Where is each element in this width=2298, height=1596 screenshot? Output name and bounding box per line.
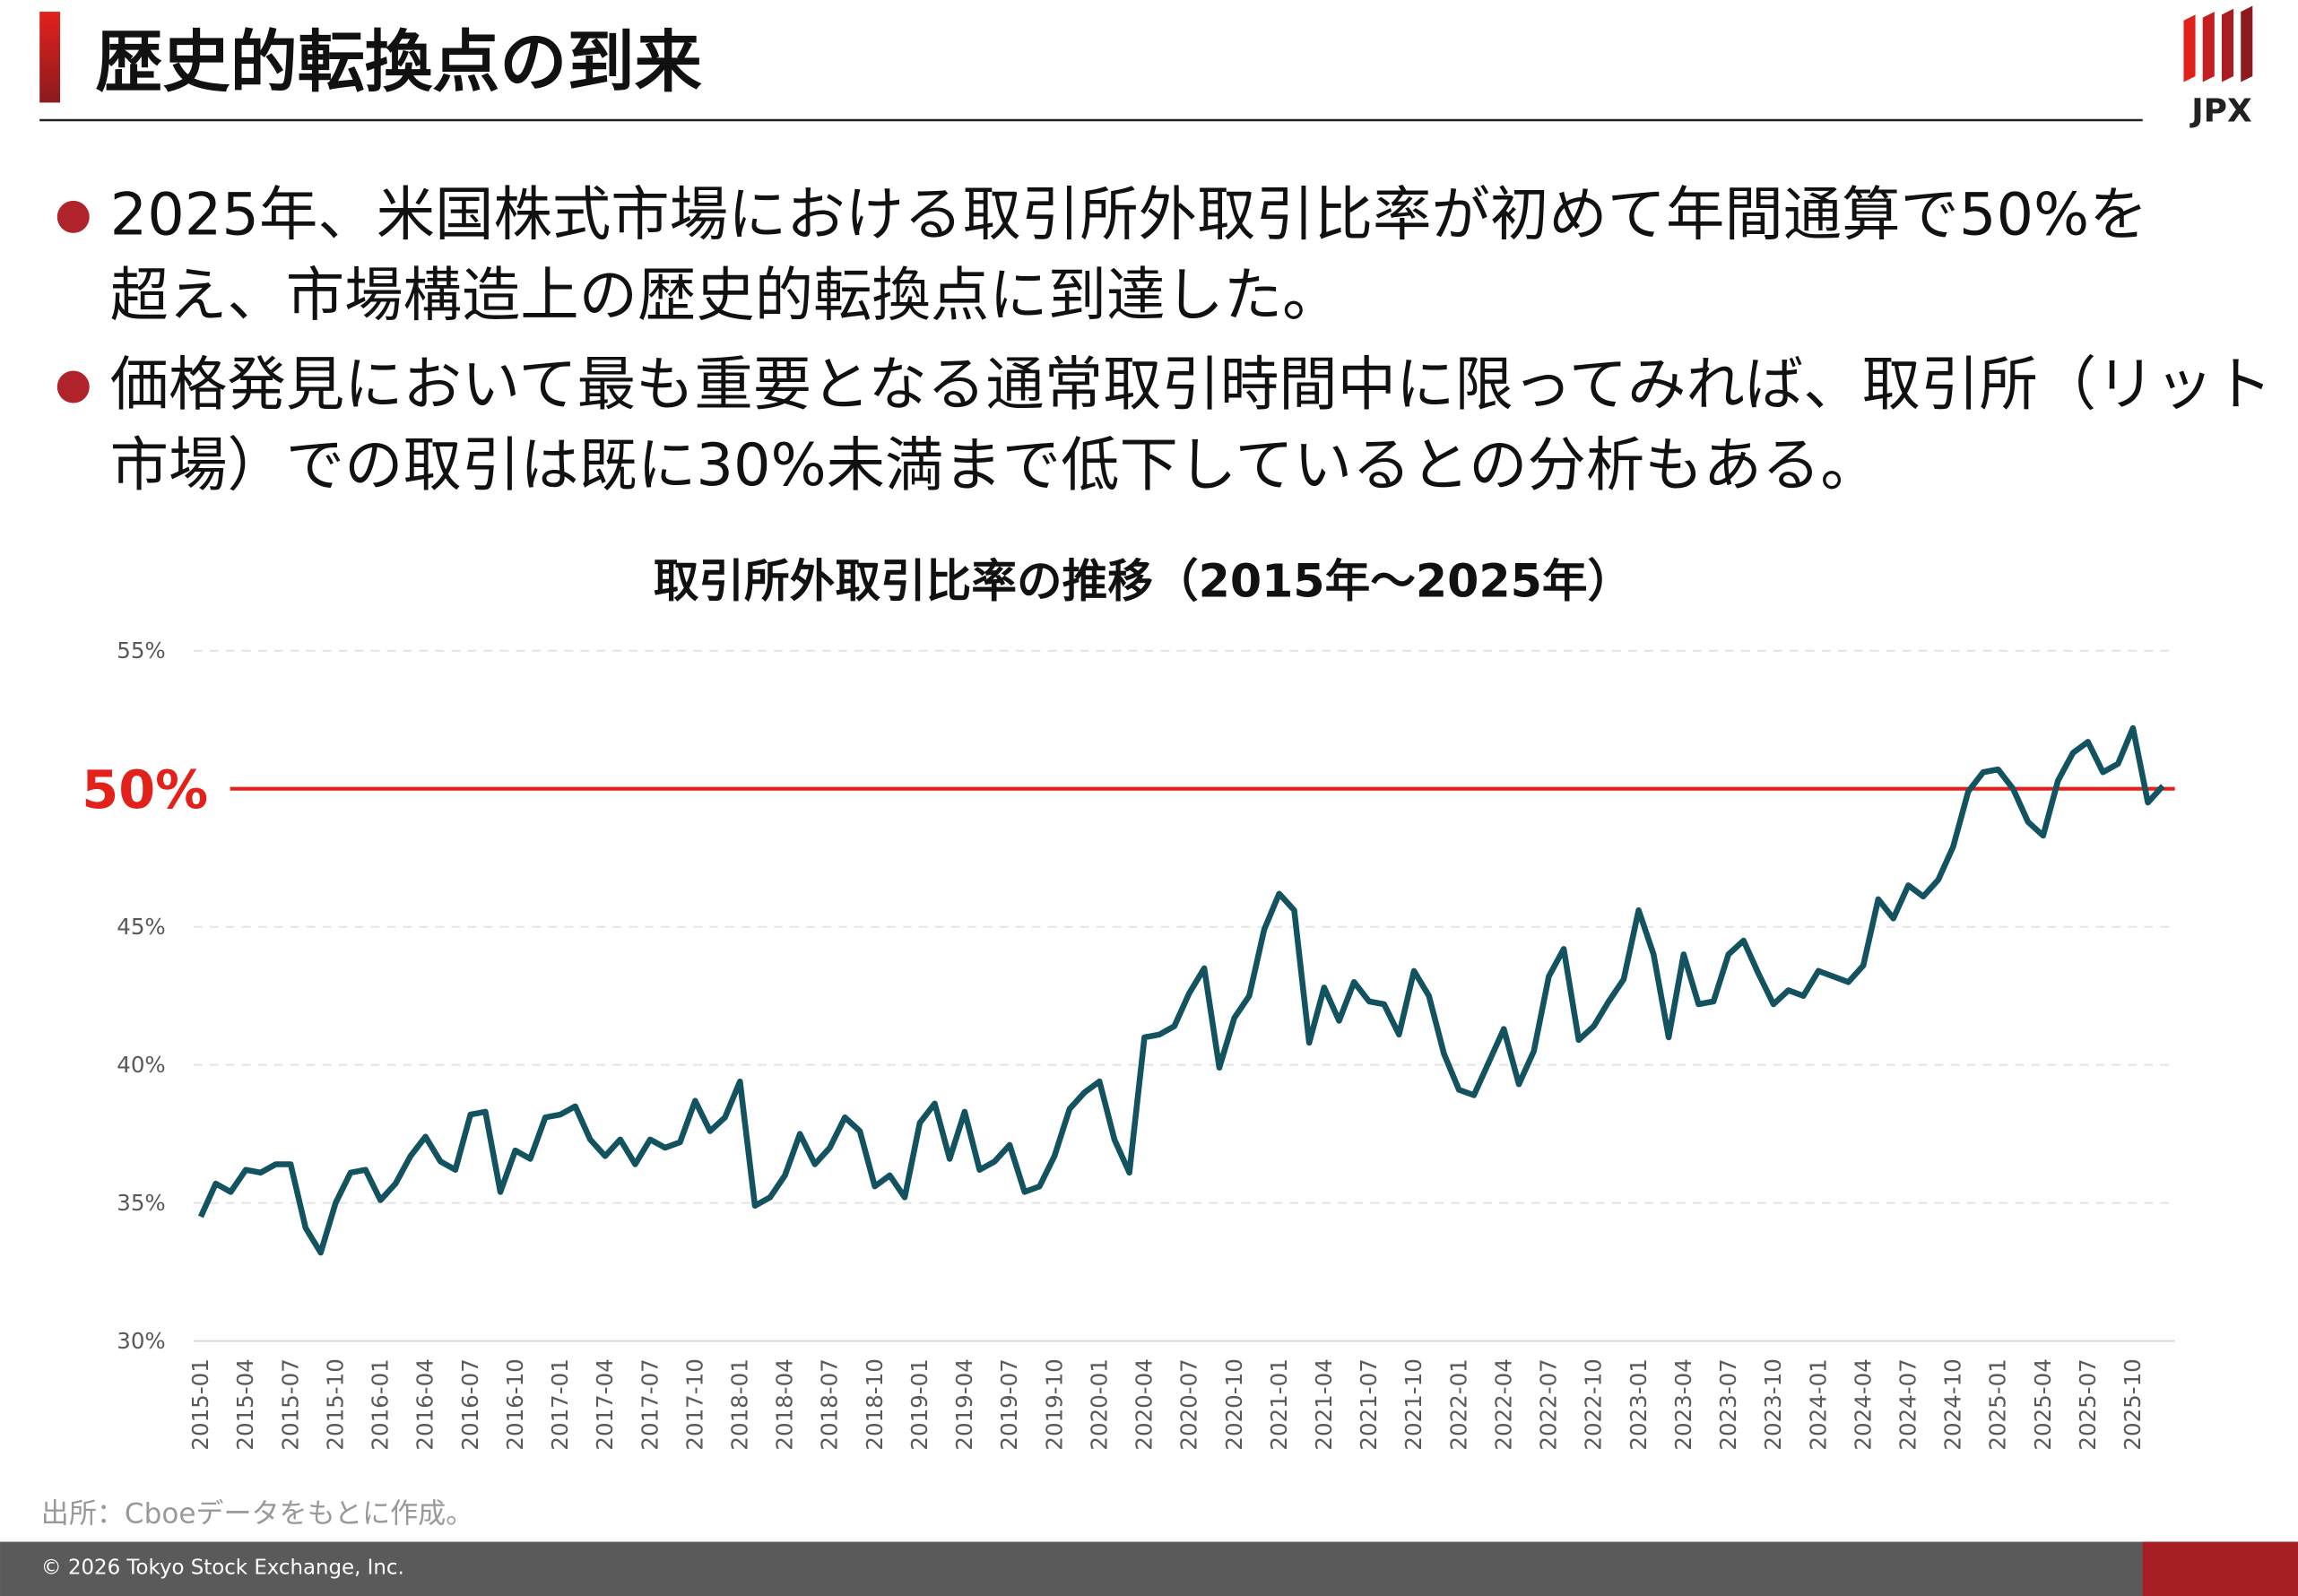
x-tick-label: 2017-10 — [681, 1358, 707, 1450]
bullet-text: 価格発見において最も重要となる通常取引時間中に限ってみれば、取引所（リット — [110, 351, 2273, 419]
x-tick-label: 2016-04 — [412, 1358, 438, 1450]
slide-title: 歴史的転換点の到来 — [95, 22, 702, 101]
x-tick-label: 2023-01 — [1626, 1358, 1652, 1450]
x-tick-label: 2022-01 — [1445, 1358, 1471, 1450]
x-tick-label: 2017-01 — [547, 1358, 573, 1450]
x-tick-label: 2024-07 — [1895, 1358, 1921, 1450]
x-tick-label: 2018-10 — [862, 1358, 888, 1450]
x-tick-label: 2015-10 — [322, 1358, 348, 1450]
source-note: 出所：Cboeデータをもとに作成。 — [41, 1497, 473, 1530]
x-tick-label: 2019-01 — [906, 1358, 932, 1450]
data-line — [197, 724, 2165, 1256]
x-tick-label: 2024-10 — [1940, 1358, 1966, 1450]
x-tick-label: 2018-07 — [817, 1358, 843, 1450]
logo-text: JPX — [2189, 93, 2251, 130]
y-tick-label: 30% — [117, 1328, 165, 1354]
x-tick-label: 2024-04 — [1850, 1358, 1876, 1450]
x-tick-label: 2022-10 — [1581, 1358, 1607, 1450]
x-tick-label: 2023-07 — [1715, 1358, 1741, 1450]
x-tick-label: 2021-01 — [1266, 1358, 1292, 1450]
x-tick-label: 2020-04 — [1132, 1358, 1158, 1450]
x-tick-label: 2021-04 — [1311, 1358, 1337, 1450]
x-tick-label: 2023-04 — [1670, 1358, 1696, 1450]
y-tick-label: 40% — [117, 1052, 165, 1078]
x-tick-label: 2020-10 — [1221, 1358, 1247, 1450]
bullet-dot — [56, 370, 90, 403]
x-tick-label: 2022-04 — [1490, 1358, 1516, 1450]
x-tick-label: 2018-01 — [727, 1358, 753, 1450]
x-tick-label: 2024-01 — [1805, 1358, 1831, 1450]
x-tick-label: 2019-10 — [1041, 1358, 1067, 1450]
x-tick-label: 2015-04 — [232, 1358, 258, 1450]
x-tick-label: 2015-07 — [277, 1358, 303, 1450]
y-tick-label: 35% — [117, 1190, 165, 1216]
footer-accent — [2142, 1541, 2298, 1596]
x-tick-label: 2016-07 — [457, 1358, 483, 1450]
x-tick-label: 2025-04 — [2030, 1358, 2056, 1450]
logo: JPX — [2183, 5, 2253, 130]
y-tick-label: 55% — [117, 638, 165, 664]
x-tick-label: 2019-07 — [996, 1358, 1022, 1450]
x-tick-label: 2019-04 — [951, 1358, 977, 1450]
footer-bar — [0, 1541, 2298, 1596]
y-tick-label: 45% — [117, 914, 165, 940]
bullet-text: 2025年、米国株式市場における取引所外取引比率が初めて年間通算で50%を — [110, 181, 2148, 249]
x-tick-label: 2018-04 — [772, 1358, 798, 1450]
x-tick-label: 2017-07 — [637, 1358, 663, 1450]
chart-title: 取引所外取引比率の推移（2015年～2025年） — [654, 554, 1633, 607]
x-tick-label: 2021-10 — [1400, 1358, 1426, 1450]
x-tick-label: 2017-04 — [592, 1358, 618, 1450]
bullet-text: 市場）での取引は既に30%未満まで低下しているとの分析もある。 — [110, 431, 1879, 499]
x-tick-label: 2020-01 — [1086, 1358, 1112, 1450]
x-tick-label: 2025-01 — [1985, 1358, 2011, 1450]
x-tick-label: 2016-01 — [368, 1358, 394, 1450]
title-accent — [39, 12, 61, 103]
reference-label: 50% — [82, 759, 208, 820]
x-tick-label: 2020-07 — [1176, 1358, 1202, 1450]
x-tick-label: 2016-10 — [502, 1358, 528, 1450]
x-tick-label: 2022-07 — [1536, 1358, 1562, 1450]
bullet-dot — [56, 200, 90, 233]
x-tick-label: 2021-07 — [1356, 1358, 1382, 1450]
bullet-text: 超え、市場構造上の歴史的転換点に到達した。 — [110, 261, 1341, 329]
copyright: © 2026 Tokyo Stock Exchange, Inc. — [41, 1556, 404, 1579]
x-tick-label: 2023-10 — [1760, 1358, 1786, 1450]
x-tick-label: 2015-01 — [187, 1358, 213, 1450]
x-tick-label: 2025-10 — [2120, 1358, 2146, 1450]
x-tick-label: 2025-07 — [2075, 1358, 2101, 1450]
